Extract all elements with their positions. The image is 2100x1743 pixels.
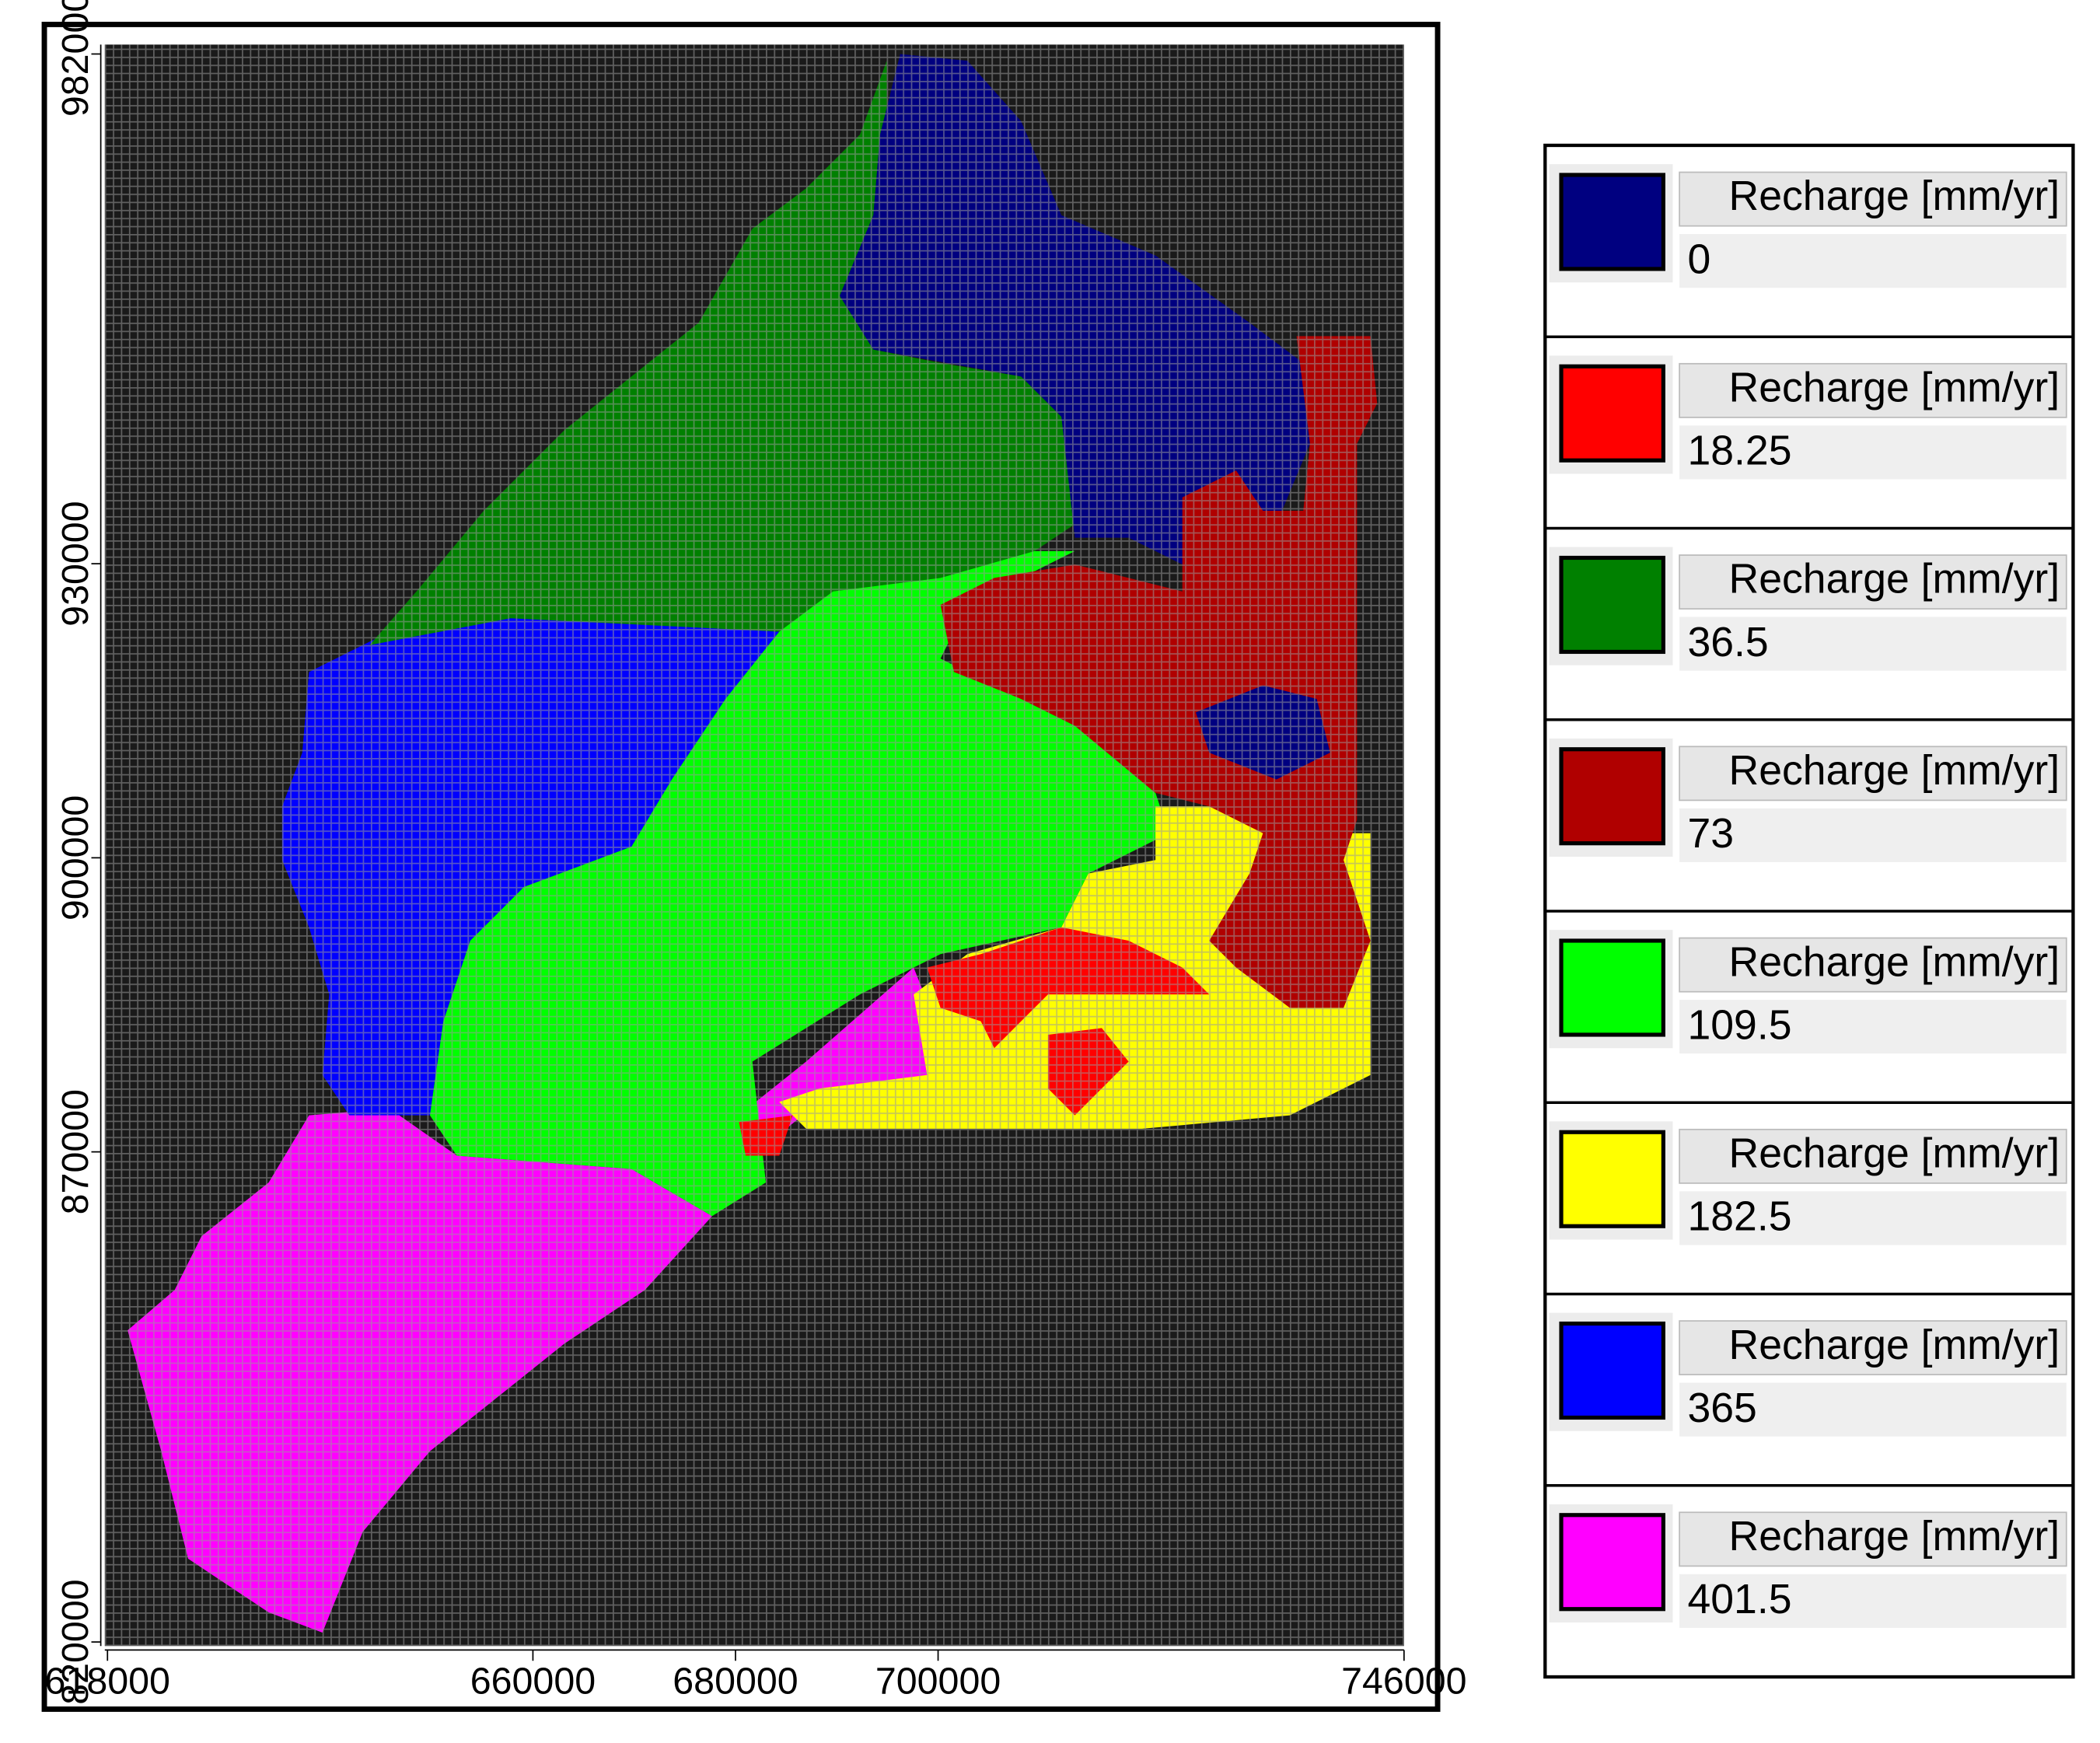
- legend-value-box: [1679, 1000, 2067, 1054]
- legend-value-box: [1679, 1574, 2067, 1628]
- legend-value-box: [1679, 425, 2067, 480]
- legend-value: 36.5: [1687, 620, 1768, 665]
- legend-label-box: [1679, 1320, 2067, 1376]
- legend-swatch: [1559, 1130, 1665, 1228]
- legend-value-box: [1679, 1191, 2067, 1245]
- legend-label: Recharge [mm/yr]: [1729, 1514, 2060, 1560]
- legend-swatch: [1559, 1513, 1665, 1612]
- legend-label-box: [1679, 746, 2067, 802]
- legend-value-box: [1679, 234, 2067, 288]
- legend-swatch: [1559, 938, 1665, 1037]
- legend-entries: Recharge [mm/yr] 0 Recharge [mm/yr] 18.25 Re…: [1545, 164, 2074, 1628]
- legend-value: 182.5: [1687, 1194, 1791, 1240]
- y-tick-label: 870000: [54, 1089, 96, 1214]
- legend-label: Recharge [mm/yr]: [1729, 1131, 2060, 1177]
- legend-label-box: [1679, 1128, 2067, 1184]
- legend-value: 365: [1687, 1385, 1756, 1431]
- y-tick-label: 982000: [54, 0, 96, 117]
- legend-label: Recharge [mm/yr]: [1729, 173, 2060, 219]
- legend-label: Recharge [mm/yr]: [1729, 748, 2060, 794]
- legend-value: 109.5: [1687, 1002, 1791, 1048]
- axes: 618000 660000 680000 700000 746000 820000 8700…: [45, 0, 1467, 1705]
- legend-swatch: [1559, 747, 1665, 846]
- legend-swatch: [1559, 364, 1665, 463]
- legend-value: 73: [1687, 811, 1734, 857]
- legend-label: Recharge [mm/yr]: [1729, 939, 2060, 985]
- legend-label: Recharge [mm/yr]: [1729, 557, 2060, 603]
- legend-label: Recharge [mm/yr]: [1729, 365, 2060, 411]
- legend-label-box: [1679, 937, 2067, 993]
- legend-label: Recharge [mm/yr]: [1729, 1322, 2060, 1368]
- legend-value: 401.5: [1687, 1577, 1791, 1622]
- x-tick-label: 700000: [875, 1660, 1001, 1702]
- legend-value-box: [1679, 1382, 2067, 1437]
- legend-swatch: [1559, 1321, 1665, 1420]
- legend-label-box: [1679, 554, 2067, 610]
- legend-label-box: [1679, 1511, 2067, 1567]
- legend-swatch: [1559, 555, 1665, 655]
- legend-value: 0: [1687, 236, 1710, 282]
- legend-value: 18.25: [1687, 428, 1791, 474]
- legend-label-box: [1679, 171, 2067, 227]
- legend-label-box: [1679, 362, 2067, 418]
- x-tick-label: 680000: [673, 1660, 798, 1702]
- legend-swatch: [1559, 173, 1665, 271]
- x-tick-label: 618000: [45, 1660, 170, 1702]
- legend-value-box: [1679, 808, 2067, 862]
- legend-value-box: [1679, 617, 2067, 671]
- y-tick-label: 930000: [54, 501, 96, 626]
- x-tick-label: 746000: [1341, 1660, 1466, 1702]
- x-tick-label: 660000: [470, 1660, 596, 1702]
- model-grid: [104, 44, 1404, 1647]
- y-tick-label: 900000: [54, 795, 96, 920]
- y-tick-label: 820000: [54, 1579, 96, 1704]
